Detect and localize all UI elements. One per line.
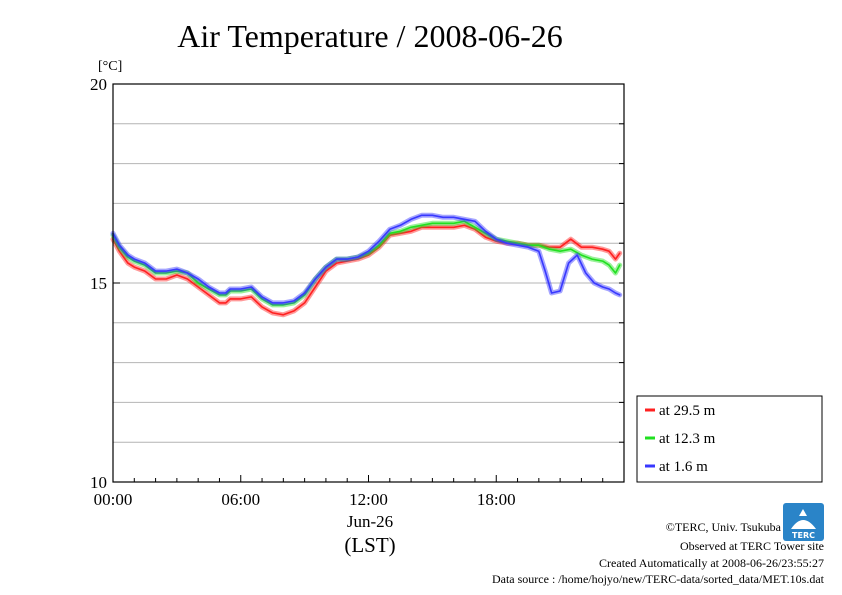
series-line bbox=[112, 220, 621, 306]
series-line-halo bbox=[110, 212, 623, 306]
logo-text: TERC bbox=[792, 531, 815, 540]
series-line bbox=[112, 214, 621, 304]
axis-ticks: 10 15 20 00:00 06:00 12:00 18:00 bbox=[90, 75, 625, 509]
x-axis-title: (LST) bbox=[344, 533, 395, 557]
x-tick-label: 12:00 bbox=[349, 490, 388, 509]
footer-observed: Observed at TERC Tower site bbox=[680, 539, 824, 553]
terc-logo: TERC bbox=[783, 503, 824, 541]
series-line bbox=[112, 224, 621, 316]
x-tick-label: 06:00 bbox=[221, 490, 260, 509]
chart-title: Air Temperature / 2008-06-26 bbox=[177, 18, 563, 54]
legend-label: at 1.6 m bbox=[659, 459, 708, 475]
y-tick-label: 15 bbox=[90, 274, 107, 293]
legend-box bbox=[636, 395, 823, 483]
series-lines bbox=[110, 212, 623, 318]
tower-icon bbox=[799, 509, 807, 516]
y-axis-unit-label: [°C] bbox=[98, 59, 122, 74]
footer-created: Created Automatically at 2008-06-26/23:5… bbox=[599, 556, 824, 570]
x-tick-label: 00:00 bbox=[94, 490, 133, 509]
legend: at 29.5 m at 12.3 m at 1.6 m bbox=[636, 395, 823, 483]
x-axis-date-label: Jun-26 bbox=[347, 512, 393, 531]
y-tick-label: 10 bbox=[90, 473, 107, 492]
footer-source: Data source : /home/hojyo/new/TERC-data/… bbox=[492, 572, 825, 586]
footer-copyright: ©TERC, Univ. Tsukuba bbox=[666, 520, 782, 534]
x-tick-label: 18:00 bbox=[477, 490, 516, 509]
y-tick-label: 20 bbox=[90, 75, 107, 94]
legend-label: at 12.3 m bbox=[659, 431, 716, 447]
water-drop-icon bbox=[791, 520, 816, 529]
legend-label: at 29.5 m bbox=[659, 403, 716, 419]
